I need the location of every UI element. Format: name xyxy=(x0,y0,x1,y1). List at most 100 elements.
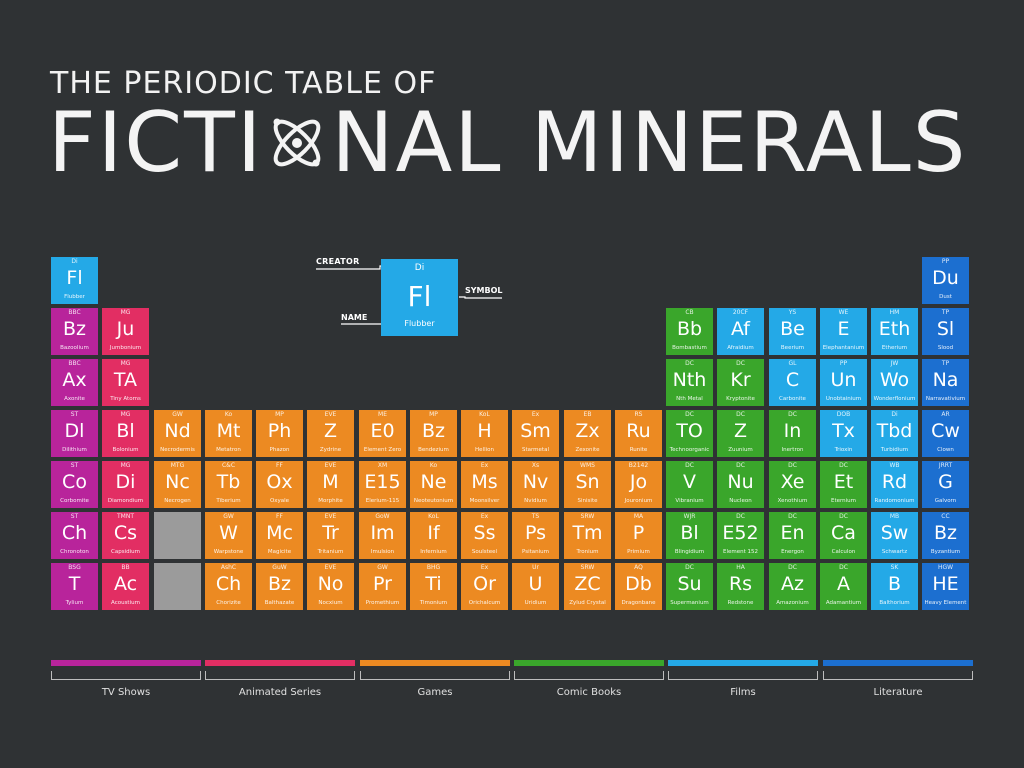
element-creator: ME xyxy=(378,411,387,418)
element-symbol: Na xyxy=(932,369,959,391)
element-symbol: Zx xyxy=(575,420,600,442)
element-name: Adamantium xyxy=(825,600,862,606)
element-name: Imulsion xyxy=(370,549,395,555)
element-creator: HA xyxy=(736,564,745,571)
element-cell: DC TO Technoorganic xyxy=(666,410,713,457)
element-name: Xenothium xyxy=(777,498,808,504)
element-symbol: Bz xyxy=(267,573,291,595)
element-name: Morphite xyxy=(318,498,343,504)
element-creator: Ex xyxy=(480,564,489,571)
element-symbol: Z xyxy=(733,420,748,442)
element-creator: DC xyxy=(788,513,797,520)
element-creator: WB xyxy=(889,462,900,469)
element-cell: GW Nd Necrodermis xyxy=(154,410,201,457)
element-name: Orichalcum xyxy=(468,600,501,606)
element-name: Chronoton xyxy=(60,549,89,555)
element-creator: Ex xyxy=(480,513,489,520)
element-name: Galvorn xyxy=(934,498,957,504)
element-creator: DC xyxy=(685,564,694,571)
element-cell: BBC Bz Bazoolium xyxy=(51,308,98,355)
element-cell: HGW HE Heavy Element xyxy=(922,563,969,610)
element-creator: EB xyxy=(583,411,592,418)
title-right: NAL MINERALS xyxy=(331,94,968,191)
element-symbol: Kr xyxy=(730,369,751,391)
element-cell: WMS Sn Sinisite xyxy=(564,461,611,508)
atom-icon xyxy=(273,118,321,167)
element-name: Necrogen xyxy=(164,498,191,504)
element-name: Warpstone xyxy=(213,549,244,555)
element-cell: DC Ca Calculon xyxy=(820,512,867,559)
element-symbol: Ne xyxy=(420,471,447,493)
element-cell: SRW Tm Tronium xyxy=(564,512,611,559)
blank-cell xyxy=(154,563,201,610)
element-cell: CB Bb Bombastium xyxy=(666,308,713,355)
element-creator: SRW xyxy=(580,513,595,520)
element-name: Flubber xyxy=(64,294,85,300)
element-name: Nocxium xyxy=(318,600,343,606)
element-creator: TS xyxy=(531,513,540,520)
element-symbol: Pr xyxy=(373,573,392,595)
element-name: Clown xyxy=(937,447,954,453)
element-symbol: Sn xyxy=(575,471,600,493)
element-symbol: Et xyxy=(833,471,854,493)
key-name: Flubber xyxy=(404,319,435,328)
element-symbol: Nv xyxy=(522,471,549,493)
element-cell: PP Un Unobtainium xyxy=(820,359,867,406)
key-name-label: NAME xyxy=(341,313,368,322)
element-creator: ST xyxy=(70,513,79,520)
element-cell: Ko Ne Neoteutonium xyxy=(410,461,457,508)
element-symbol: Db xyxy=(625,573,652,595)
element-symbol: V xyxy=(683,471,696,493)
element-cell: HM Eth Etherium xyxy=(871,308,918,355)
element-creator: GoW xyxy=(375,513,390,520)
element-name: Oxyale xyxy=(269,498,290,504)
element-name: Tiberium xyxy=(216,498,241,504)
element-cell: FF Mc Magicite xyxy=(256,512,303,559)
element-symbol: Ca xyxy=(831,522,856,544)
element-cell: Ex Ms Moonsilver xyxy=(461,461,508,508)
element-name: Element Zero xyxy=(363,447,402,453)
element-symbol: P xyxy=(632,522,645,544)
element-cell: DC In Inertron xyxy=(769,410,816,457)
element-symbol: Or xyxy=(473,573,496,595)
element-cell: SRW ZC Zylud Crystal xyxy=(564,563,611,610)
element-symbol: Nc xyxy=(165,471,190,493)
element-name: Inertron xyxy=(781,447,804,453)
element-creator: FF xyxy=(276,513,283,520)
element-symbol: Bz xyxy=(62,318,86,340)
element-symbol: Ox xyxy=(266,471,293,493)
element-creator: HGW xyxy=(937,564,954,571)
element-symbol: E15 xyxy=(364,471,401,493)
element-creator: BBC xyxy=(68,309,81,316)
element-symbol: Be xyxy=(780,318,805,340)
element-creator: C&C xyxy=(221,462,236,469)
element-cell: ST Co Corbomite xyxy=(51,461,98,508)
element-cell: DC Nth Nth Metal xyxy=(666,359,713,406)
element-cell: BBC Ax Axonite xyxy=(51,359,98,406)
element-cell: BSG T Tylium xyxy=(51,563,98,610)
element-symbol: Co xyxy=(62,471,87,493)
element-name: Narravativium xyxy=(925,396,966,402)
element-symbol: Tbd xyxy=(876,420,913,442)
element-name: Tritanium xyxy=(317,549,344,555)
element-symbol: Ph xyxy=(267,420,292,442)
element-name: Eternium xyxy=(830,498,857,504)
element-name: Magicite xyxy=(267,549,292,555)
element-creator: TP xyxy=(941,360,950,367)
element-name: Jumbonium xyxy=(109,345,142,351)
element-creator: Xs xyxy=(531,462,540,469)
element-cell: MTG Nc Necrogen xyxy=(154,461,201,508)
element-creator: BB xyxy=(121,564,130,571)
element-name: Tiny Atoms xyxy=(110,396,141,402)
element-cell: DC Xe Xenothium xyxy=(769,461,816,508)
element-name: Technoorganic xyxy=(669,447,710,453)
element-name: Vibranium xyxy=(675,498,704,504)
element-symbol: Mt xyxy=(216,420,241,442)
element-creator: DC xyxy=(736,411,745,418)
element-creator: Di xyxy=(891,411,898,418)
element-symbol: If xyxy=(427,522,440,544)
element-name: Bendezium xyxy=(418,447,449,453)
element-name: Zydrine xyxy=(319,447,342,453)
element-cell: EVE Tr Tritanium xyxy=(307,512,354,559)
element-creator: MG xyxy=(120,360,131,367)
